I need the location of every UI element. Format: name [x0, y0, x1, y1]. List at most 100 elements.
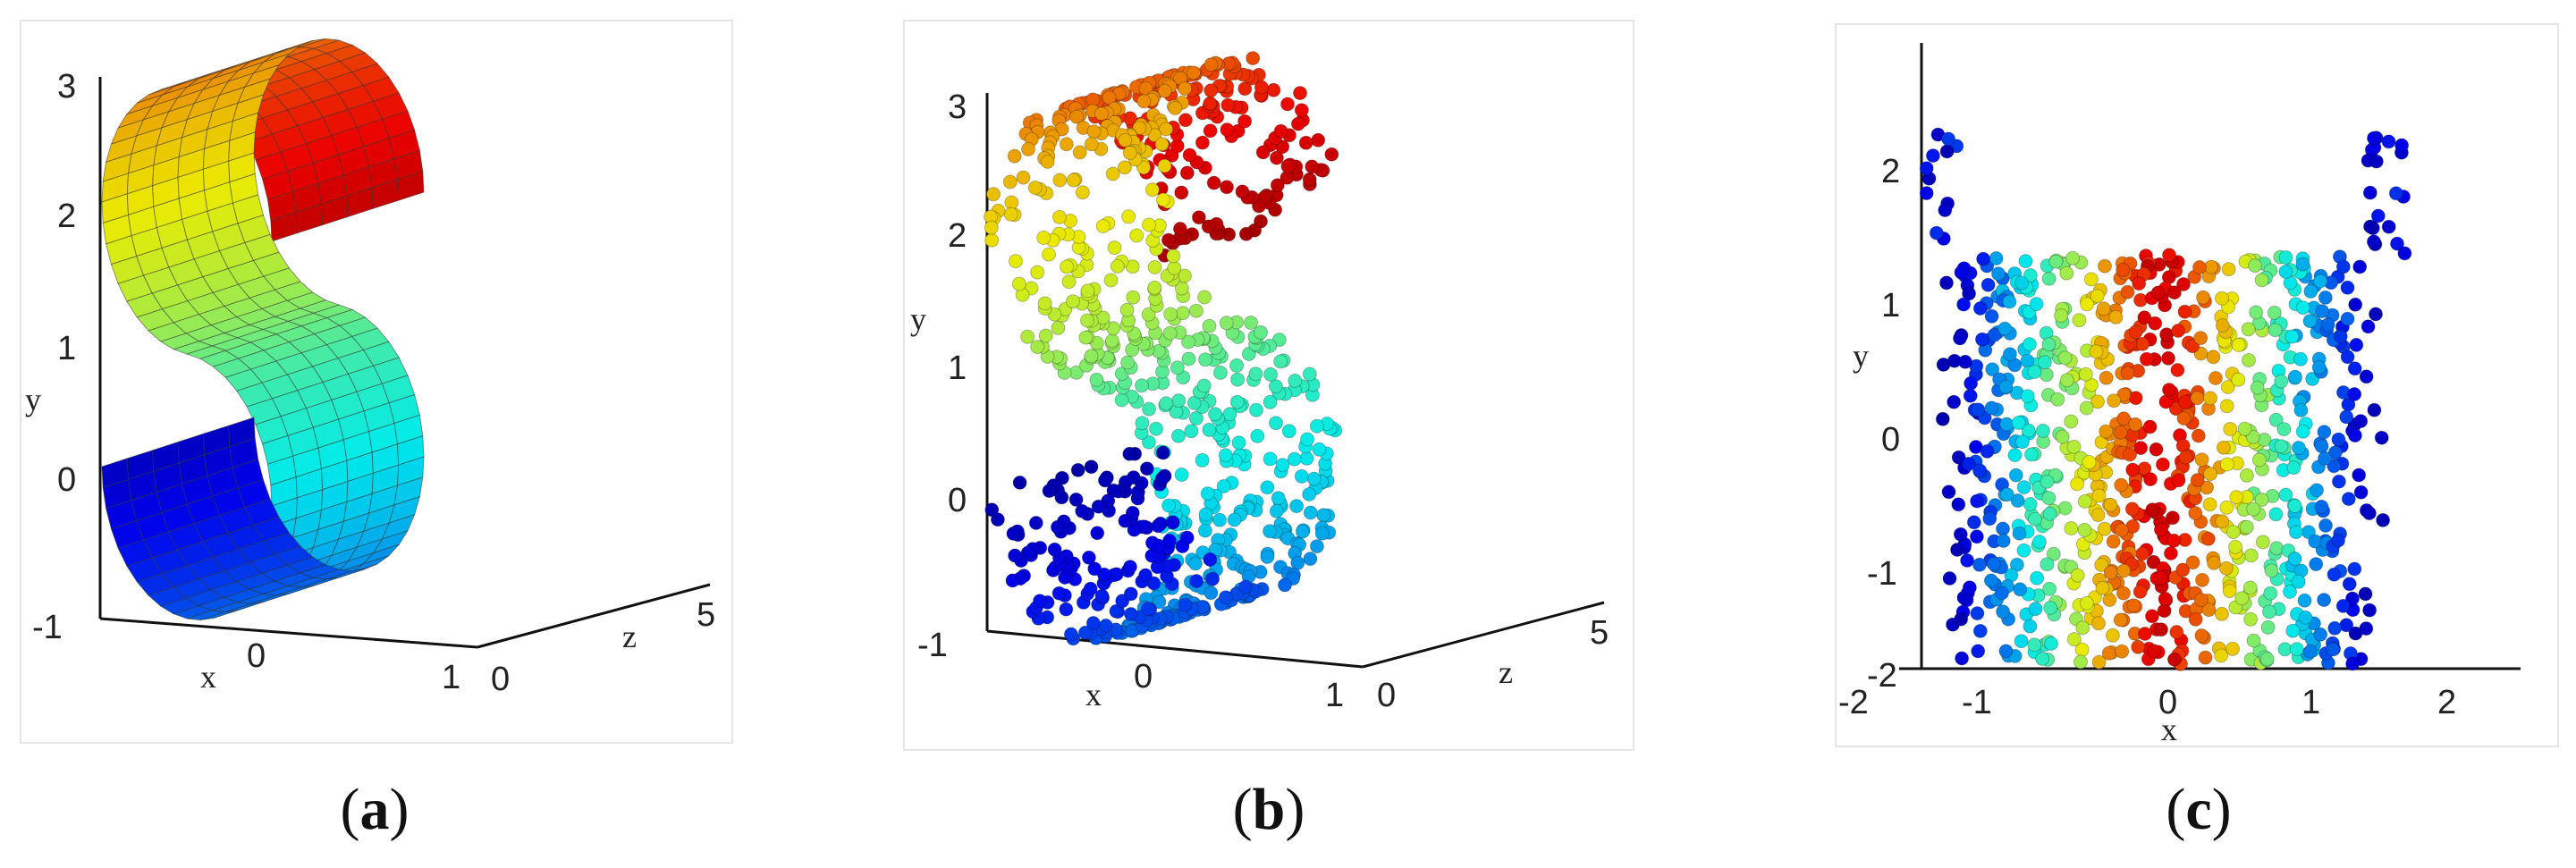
data-point	[2114, 523, 2129, 537]
data-point	[2090, 394, 2105, 409]
data-point	[1919, 186, 1934, 201]
data-point	[2246, 633, 2261, 648]
data-point	[1142, 217, 1156, 232]
z-tick-label: 0	[1377, 677, 1396, 714]
data-point	[1280, 158, 1296, 173]
data-point	[2008, 468, 2023, 483]
data-point	[1219, 316, 1234, 331]
data-point	[2318, 518, 2333, 533]
x-tick-label: 0	[2158, 684, 2177, 721]
data-point	[2147, 644, 2162, 659]
data-point	[1281, 424, 1296, 439]
data-point	[2116, 262, 2131, 277]
data-point	[1208, 407, 1222, 422]
y-tick-label: -1	[917, 627, 948, 664]
data-point	[1237, 81, 1253, 97]
data-point	[2165, 510, 2180, 526]
data-point	[1998, 379, 2014, 394]
data-point	[1303, 552, 1318, 567]
data-point	[2358, 586, 2373, 602]
data-point	[1181, 351, 1196, 367]
data-point	[2195, 572, 2209, 587]
data-point	[2044, 636, 2058, 651]
data-point	[2352, 259, 2368, 274]
data-point	[1263, 394, 1278, 409]
data-point	[1155, 445, 1170, 460]
data-point	[1104, 333, 1119, 349]
data-point	[1290, 555, 1305, 570]
data-point	[1184, 424, 1199, 439]
data-point	[1147, 280, 1162, 295]
axes-b	[985, 93, 1605, 669]
data-point	[2116, 586, 2131, 601]
data-point	[1142, 401, 1156, 417]
z-tick-label: 5	[697, 596, 715, 634]
data-point	[1212, 366, 1228, 380]
data-point	[2024, 447, 2039, 462]
data-point	[2295, 424, 2310, 439]
panel-c: 2 1 0 -1 -2 y -2 -1 0 1 2 x	[1835, 23, 2559, 747]
data-point	[2027, 637, 2042, 653]
caption-letter: a	[359, 777, 390, 842]
data-point	[2066, 632, 2082, 647]
data-point	[1063, 627, 1078, 642]
z-axis-label: z	[622, 619, 637, 654]
data-point	[2340, 280, 2355, 295]
data-point	[2318, 290, 2333, 305]
data-point	[2245, 429, 2260, 444]
data-point	[984, 220, 999, 235]
z-axis-label: z	[1499, 654, 1513, 690]
data-point	[1200, 486, 1215, 501]
data-point	[2135, 336, 2150, 351]
data-point	[2099, 370, 2114, 385]
data-point	[2097, 521, 2112, 536]
data-point	[2162, 383, 2176, 398]
data-point	[2031, 535, 2047, 550]
data-point	[2220, 380, 2235, 394]
y-tick-label: 3	[948, 88, 967, 126]
data-point	[2274, 374, 2289, 389]
data-point	[1065, 294, 1080, 309]
data-point	[1012, 475, 1027, 490]
data-point	[1919, 161, 1934, 176]
data-point	[2041, 337, 2057, 352]
data-point	[1956, 590, 1972, 605]
surface-facet	[228, 417, 256, 448]
data-point	[1972, 623, 1988, 638]
data-point	[1999, 417, 2014, 432]
data-point	[2218, 560, 2234, 576]
data-point	[1202, 422, 1217, 437]
data-point	[1238, 226, 1254, 241]
data-point	[1191, 210, 1206, 225]
data-point	[2057, 501, 2073, 516]
data-point	[1181, 334, 1196, 350]
x-tick-label: 1	[1325, 677, 1344, 714]
data-point	[1132, 121, 1147, 136]
data-point	[1154, 137, 1170, 152]
data-point	[1953, 527, 1968, 542]
y-tick-label: 0	[57, 461, 76, 499]
data-point	[1077, 625, 1093, 640]
data-point	[1271, 491, 1286, 506]
data-point	[2158, 591, 2173, 606]
data-point	[1271, 333, 1287, 348]
data-point	[2219, 457, 2234, 472]
data-point	[1006, 526, 1021, 541]
caption-close-paren: )	[389, 777, 410, 842]
data-point	[1999, 487, 2014, 502]
data-point	[2090, 508, 2106, 523]
data-point	[1972, 301, 1988, 316]
data-point	[2161, 350, 2175, 366]
data-point	[2331, 533, 2345, 548]
data-point	[1202, 318, 1217, 333]
data-point	[2264, 563, 2279, 578]
axes-a	[98, 77, 711, 649]
data-point	[2084, 377, 2099, 392]
data-point	[1273, 354, 1288, 369]
data-point	[2149, 442, 2164, 457]
data-point	[1987, 327, 2002, 342]
y-tick-label: 2	[57, 198, 76, 235]
data-point	[2374, 430, 2389, 445]
data-point	[2254, 273, 2269, 288]
data-point	[2125, 462, 2141, 477]
